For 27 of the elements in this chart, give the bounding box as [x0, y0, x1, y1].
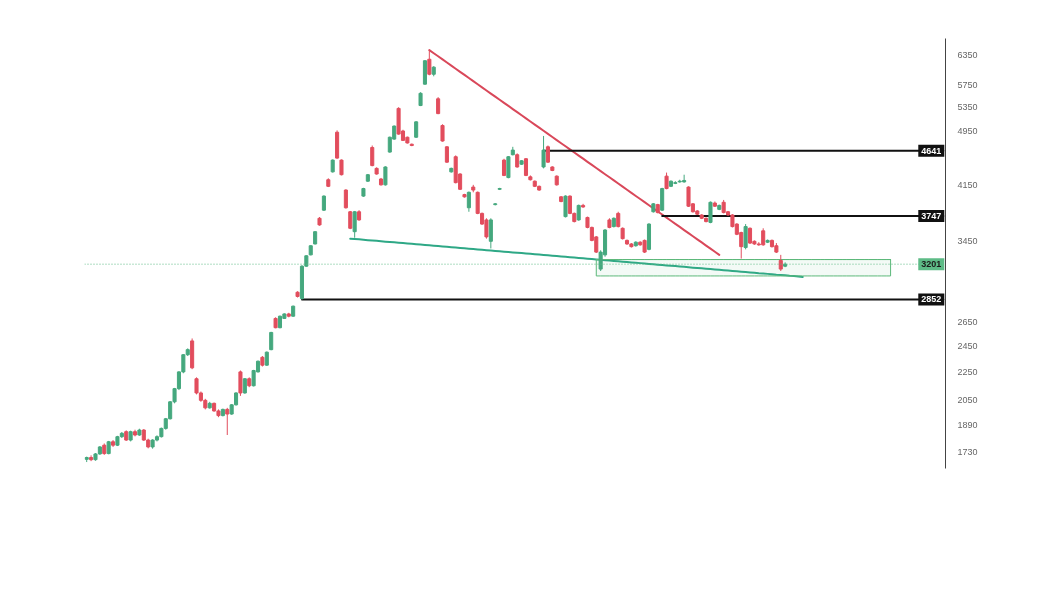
y-tick-label: 4950: [957, 125, 978, 136]
y-tick-label: 2250: [957, 366, 978, 377]
ref-line-label: 3201: [921, 259, 942, 270]
y-tick-label: 5750: [957, 80, 978, 91]
candlestick: [225, 407, 230, 436]
y-tick-label: 2050: [957, 395, 978, 406]
candlestick: [686, 185, 691, 208]
candlestick: [343, 188, 348, 210]
y-tick-label: 2450: [957, 340, 978, 351]
candlestick: [682, 174, 687, 184]
candlestick: [352, 210, 357, 239]
candlestick: [238, 370, 243, 397]
candlestick: [422, 59, 427, 86]
y-tick-label: 3450: [957, 236, 978, 247]
y-tick-label: 4150: [957, 179, 978, 190]
y-tick-label: 5350: [957, 102, 978, 113]
candlestick: [383, 165, 388, 187]
line-series: [349, 237, 804, 278]
candlestick: [484, 217, 489, 240]
y-tick-label: 2650: [957, 316, 978, 327]
candlestick: [488, 217, 493, 249]
y-tick-label: 1890: [957, 420, 978, 431]
y-tick-label: 6350: [957, 49, 978, 60]
candlestick: [541, 135, 546, 169]
candlestick: [743, 223, 748, 250]
line-series: [428, 49, 721, 256]
y-tick-label: 1730: [957, 447, 978, 458]
